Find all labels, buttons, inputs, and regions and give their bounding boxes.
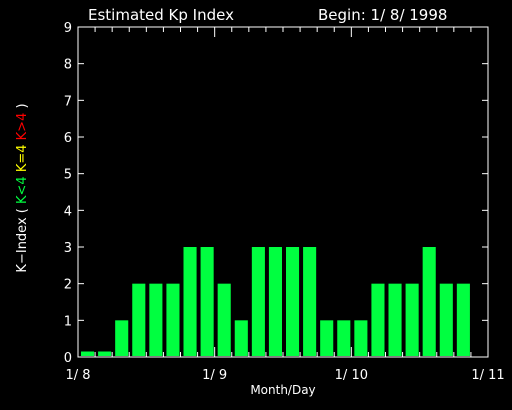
y-tick-label: 9 xyxy=(64,21,72,36)
y-axis-label: K−Index ( K<4 K=4 K>4 ) xyxy=(15,103,30,272)
y-label-part: ( xyxy=(15,208,30,217)
kp-bar xyxy=(115,320,129,356)
kp-bar xyxy=(286,247,300,356)
kp-bar xyxy=(183,247,197,356)
x-tick-label: 1/ 11 xyxy=(471,368,504,383)
bar-series xyxy=(81,247,470,356)
y-tick-label: 8 xyxy=(64,58,72,73)
x-tick-label: 1/ 10 xyxy=(335,368,368,383)
x-tick-label: 1/ 9 xyxy=(202,368,227,383)
kp-bar xyxy=(217,283,231,356)
y-tick-label: 6 xyxy=(64,131,72,146)
kp-bar xyxy=(81,351,95,356)
kp-bar xyxy=(303,247,317,356)
y-tick-label: 1 xyxy=(64,314,72,329)
kp-bar xyxy=(405,283,419,356)
y-tick-label: 5 xyxy=(64,168,72,183)
kp-bar xyxy=(200,247,214,356)
kp-bar xyxy=(388,283,402,356)
kp-bar xyxy=(132,283,146,356)
x-tick-label: 1/ 8 xyxy=(65,368,90,383)
y-label-part: K=4 xyxy=(15,144,30,176)
y-tick-label: 0 xyxy=(64,351,72,366)
y-tick-label: 3 xyxy=(64,241,72,256)
y-label-part: ) xyxy=(15,103,30,112)
kp-bar xyxy=(371,283,385,356)
y-label-part: K−Index xyxy=(15,217,30,273)
kp-bar xyxy=(234,320,248,356)
chart-begin-date: Begin: 1/ 8/ 1998 xyxy=(318,6,447,24)
x-axis-ticks: 1/ 8 1/ 9 1/ 10 1/ 11 xyxy=(65,27,505,383)
kp-bar xyxy=(98,351,112,356)
y-label-part: K<4 xyxy=(15,176,30,208)
y-tick-label: 4 xyxy=(64,204,72,219)
kp-bar xyxy=(337,320,351,356)
kp-bar xyxy=(251,247,265,356)
kp-bar xyxy=(149,283,163,356)
chart-title: Estimated Kp Index xyxy=(88,6,234,24)
kp-bar xyxy=(354,320,368,356)
kp-bar xyxy=(166,283,180,356)
kp-bar xyxy=(456,283,470,356)
y-tick-label: 7 xyxy=(64,94,72,109)
kp-bar xyxy=(268,247,282,356)
kp-bar xyxy=(320,320,334,356)
y-axis-ticks: 0 1 2 3 4 5 6 7 8 9 xyxy=(64,21,488,366)
y-tick-label: 2 xyxy=(64,278,72,293)
x-axis-label: Month/Day xyxy=(250,383,315,397)
y-label-part: K>4 xyxy=(15,113,30,145)
kp-bar xyxy=(439,283,453,356)
kp-bar xyxy=(422,247,436,356)
